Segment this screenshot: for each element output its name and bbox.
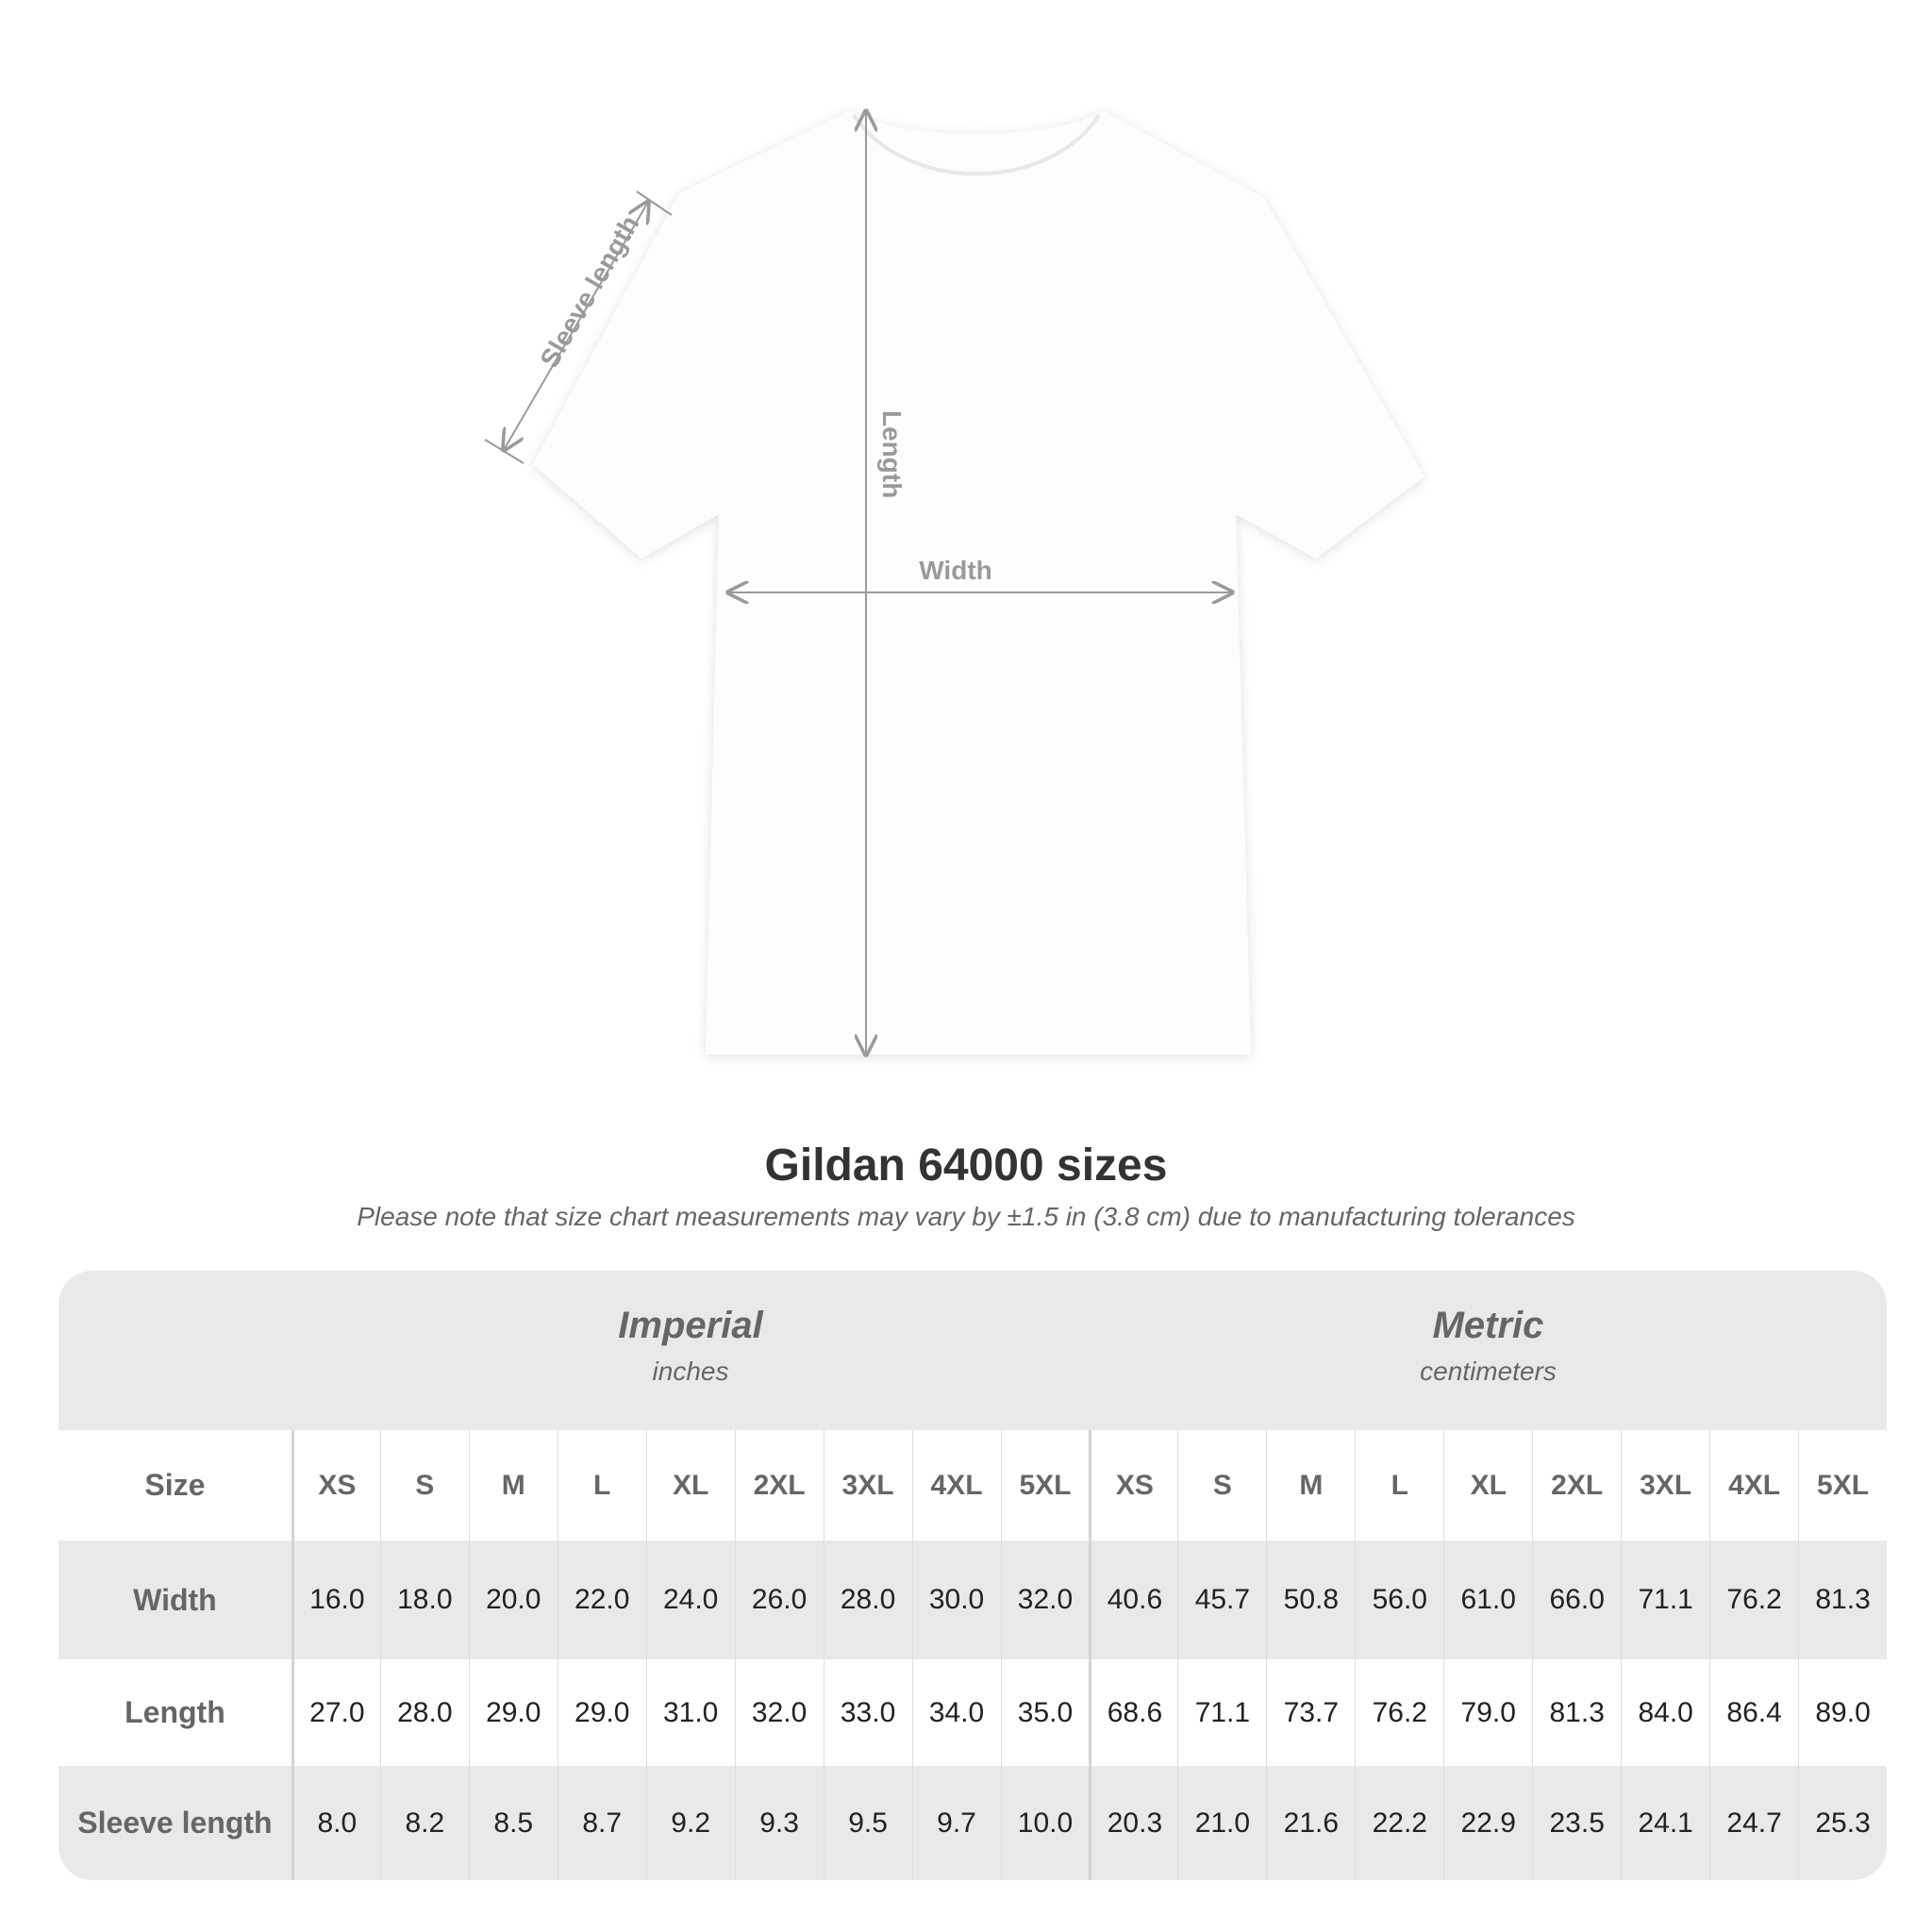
imperial-value-cell: 9.5 [823,1766,912,1880]
metric-value-cell: 45.7 [1177,1541,1266,1659]
metric-value-cell: 76.2 [1355,1659,1443,1766]
imperial-value-cell: 16.0 [291,1541,380,1659]
metric-value-cell: 21.0 [1177,1766,1266,1880]
imperial-value-cell: 34.0 [911,1659,1001,1766]
imperial-header: Imperial inches [291,1271,1090,1430]
metric-value-cell: 89.0 [1798,1659,1887,1766]
imperial-value-cell: 32.0 [1000,1541,1090,1659]
metric-value-cell: 23.5 [1532,1766,1621,1880]
metric-size-4XL: 4XL [1709,1430,1798,1541]
imperial-value-cell: 26.0 [734,1541,824,1659]
metric-value-cell: 73.7 [1266,1659,1355,1766]
imperial-value-cell: 10.0 [1000,1766,1090,1880]
imperial-size-5XL: 5XL [1000,1430,1090,1541]
size-header-row: Size XS S M L XL 2XL 3XL 4XL 5XL XS S M L XL 2XL 3XL 4XL 5… [58,1430,1887,1541]
table-row: Sleeve length 8.0 8.2 8.5 8.7 9.2 9.3 9.5 9.7 10.… [58,1766,1887,1880]
imperial-value-cell: 9.2 [645,1766,735,1880]
imperial-value-cell: 8.7 [557,1766,646,1880]
imperial-value-cell: 8.0 [291,1766,380,1880]
metric-value-cell: 66.0 [1532,1541,1621,1659]
metric-value-cell: 61.0 [1443,1541,1532,1659]
imperial-size-M: M [468,1430,558,1541]
imperial-value-cell: 27.0 [291,1659,380,1766]
metric-value-cell: 21.6 [1266,1766,1355,1880]
table-row: Length 27.0 28.0 29.0 29.0 31.0 32.0 33.0 34.0 35… [58,1659,1887,1766]
metric-value-cell: 22.9 [1443,1766,1532,1880]
imperial-value-cell: 28.0 [823,1541,912,1659]
tshirt-diagram: Sleeve length Length Width [484,0,1424,1094]
imperial-size-3XL: 3XL [823,1430,912,1541]
imperial-value-cell: 29.0 [468,1659,558,1766]
metric-value-cell: 22.2 [1355,1766,1443,1880]
imperial-value-cell: 9.3 [734,1766,824,1880]
metric-value-cell: 84.0 [1621,1659,1709,1766]
imperial-size-XS: XS [291,1430,380,1541]
imperial-value-cell: 30.0 [911,1541,1001,1659]
metric-value-cell: 86.4 [1709,1659,1798,1766]
metric-size-5XL: 5XL [1798,1430,1887,1541]
imperial-value-cell: 33.0 [823,1659,912,1766]
metric-value-cell: 68.6 [1089,1659,1177,1766]
width-label: Width [919,556,992,585]
imperial-unit: inches [652,1357,729,1386]
imperial-size-L: L [557,1430,646,1541]
imperial-value-cell: 18.0 [379,1541,469,1659]
metric-value-cell: 25.3 [1798,1766,1887,1880]
row-label: Sleeve length [77,1806,273,1840]
row-label: Length [125,1695,225,1729]
imperial-value-cell: 35.0 [1000,1659,1090,1766]
imperial-size-2XL: 2XL [734,1430,824,1541]
row-label: Width [133,1582,217,1617]
metric-value-cell: 24.1 [1621,1766,1709,1880]
imperial-value-cell: 31.0 [645,1659,735,1766]
metric-value-cell: 71.1 [1177,1659,1266,1766]
metric-value-cell: 56.0 [1355,1541,1443,1659]
metric-size-L: L [1355,1430,1443,1541]
metric-size-3XL: 3XL [1621,1430,1709,1541]
metric-size-S: S [1177,1430,1266,1541]
metric-value-cell: 71.1 [1621,1541,1709,1659]
metric-size-2XL: 2XL [1532,1430,1621,1541]
metric-unit: centimeters [1420,1357,1557,1386]
imperial-value-cell: 28.0 [379,1659,469,1766]
metric-value-cell: 81.3 [1798,1541,1887,1659]
imperial-size-4XL: 4XL [911,1430,1001,1541]
imperial-value-cell: 22.0 [557,1541,646,1659]
metric-value-cell: 40.6 [1089,1541,1177,1659]
metric-size-XS: XS [1089,1430,1177,1541]
imperial-size-S: S [379,1430,469,1541]
imperial-value-cell: 9.7 [911,1766,1001,1880]
imperial-value-cell: 20.0 [468,1541,558,1659]
imperial-value-cell: 8.5 [468,1766,558,1880]
imperial-size-XL: XL [645,1430,735,1541]
metric-value-cell: 76.2 [1709,1541,1798,1659]
size-header-label: Size [144,1468,206,1502]
imperial-value-cell: 24.0 [645,1541,735,1659]
metric-value-cell: 81.3 [1532,1659,1621,1766]
tolerance-note: Please note that size chart measurements… [357,1202,1575,1231]
metric-value-cell: 79.0 [1443,1659,1532,1766]
imperial-value-cell: 32.0 [734,1659,824,1766]
metric-size-XL: XL [1443,1430,1532,1541]
table-row: Width 16.0 18.0 20.0 22.0 24.0 26.0 28.0 30.0 32.… [58,1541,1887,1659]
metric-header: Metric centimeters [1090,1271,1887,1430]
imperial-title: Imperial [618,1305,763,1346]
metric-value-cell: 24.7 [1709,1766,1798,1880]
length-label: Length [877,410,907,498]
imperial-value-cell: 8.2 [379,1766,469,1880]
metric-size-M: M [1266,1430,1355,1541]
sleeve-arrow [504,202,648,450]
metric-value-cell: 50.8 [1266,1541,1355,1659]
size-table: Imperial inches Metric centimeters Size X… [58,1271,1887,1880]
metric-title: Metric [1432,1305,1544,1346]
imperial-value-cell: 29.0 [557,1659,646,1766]
metric-value-cell: 20.3 [1089,1766,1177,1880]
page-title: Gildan 64000 sizes [764,1141,1168,1191]
